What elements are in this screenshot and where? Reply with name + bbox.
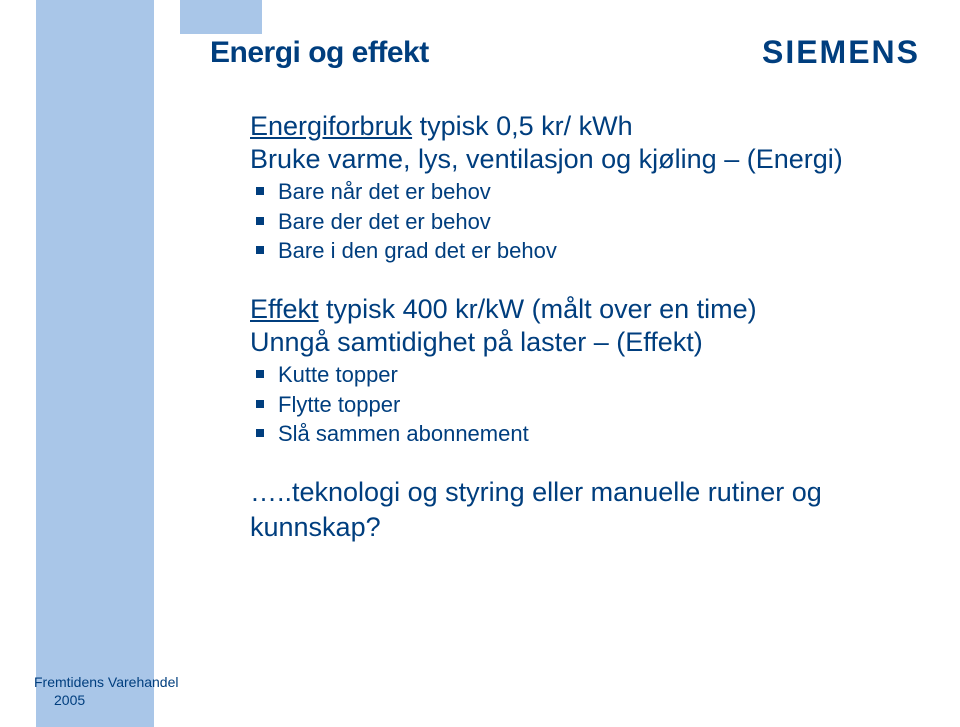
section2-line2: Unngå samtidighet på laster – (Effekt) — [250, 327, 860, 358]
section1-line2: Bruke varme, lys, ventilasjon og kjøling… — [250, 144, 860, 175]
vertical-accent-bar — [36, 0, 154, 727]
section2-head-underlined: Effekt — [250, 294, 319, 324]
list-item: Slå sammen abonnement — [250, 419, 860, 449]
body: Energiforbruk typisk 0,5 kr/ kWh Bruke v… — [210, 111, 920, 545]
slide-title: Energi og effekt — [210, 36, 429, 70]
section1-bullets: Bare når det er behov Bare der det er be… — [250, 177, 860, 266]
section2-head: Effekt typisk 400 kr/kW (målt over en ti… — [250, 294, 860, 325]
list-item: Bare der det er behov — [250, 207, 860, 237]
footer: Fremtidens Varehandel 2005 — [34, 674, 178, 709]
list-item: Bare i den grad det er behov — [250, 236, 860, 266]
section1-head: Energiforbruk typisk 0,5 kr/ kWh — [250, 111, 860, 142]
list-item: Kutte topper — [250, 360, 860, 390]
section2-bullets: Kutte topper Flytte topper Slå sammen ab… — [250, 360, 860, 449]
section2-head-rest: typisk 400 kr/kW (målt over en time) — [319, 294, 757, 324]
footer-line2: 2005 — [34, 692, 178, 710]
list-item: Bare når det er behov — [250, 177, 860, 207]
section1-head-rest: typisk 0,5 kr/ kWh — [412, 111, 633, 141]
section1-head-underlined: Energiforbruk — [250, 111, 412, 141]
final-line: …..teknologi og styring eller manuelle r… — [250, 475, 860, 545]
list-item: Flytte topper — [250, 390, 860, 420]
content-area: Energi og effekt SIEMENS Energiforbruk t… — [180, 0, 960, 727]
siemens-logo: SIEMENS — [762, 34, 920, 71]
left-column — [0, 0, 180, 727]
title-row: Energi og effekt SIEMENS — [210, 36, 920, 71]
footer-line1: Fremtidens Varehandel — [34, 674, 178, 692]
slide: Energi og effekt SIEMENS Energiforbruk t… — [0, 0, 960, 727]
